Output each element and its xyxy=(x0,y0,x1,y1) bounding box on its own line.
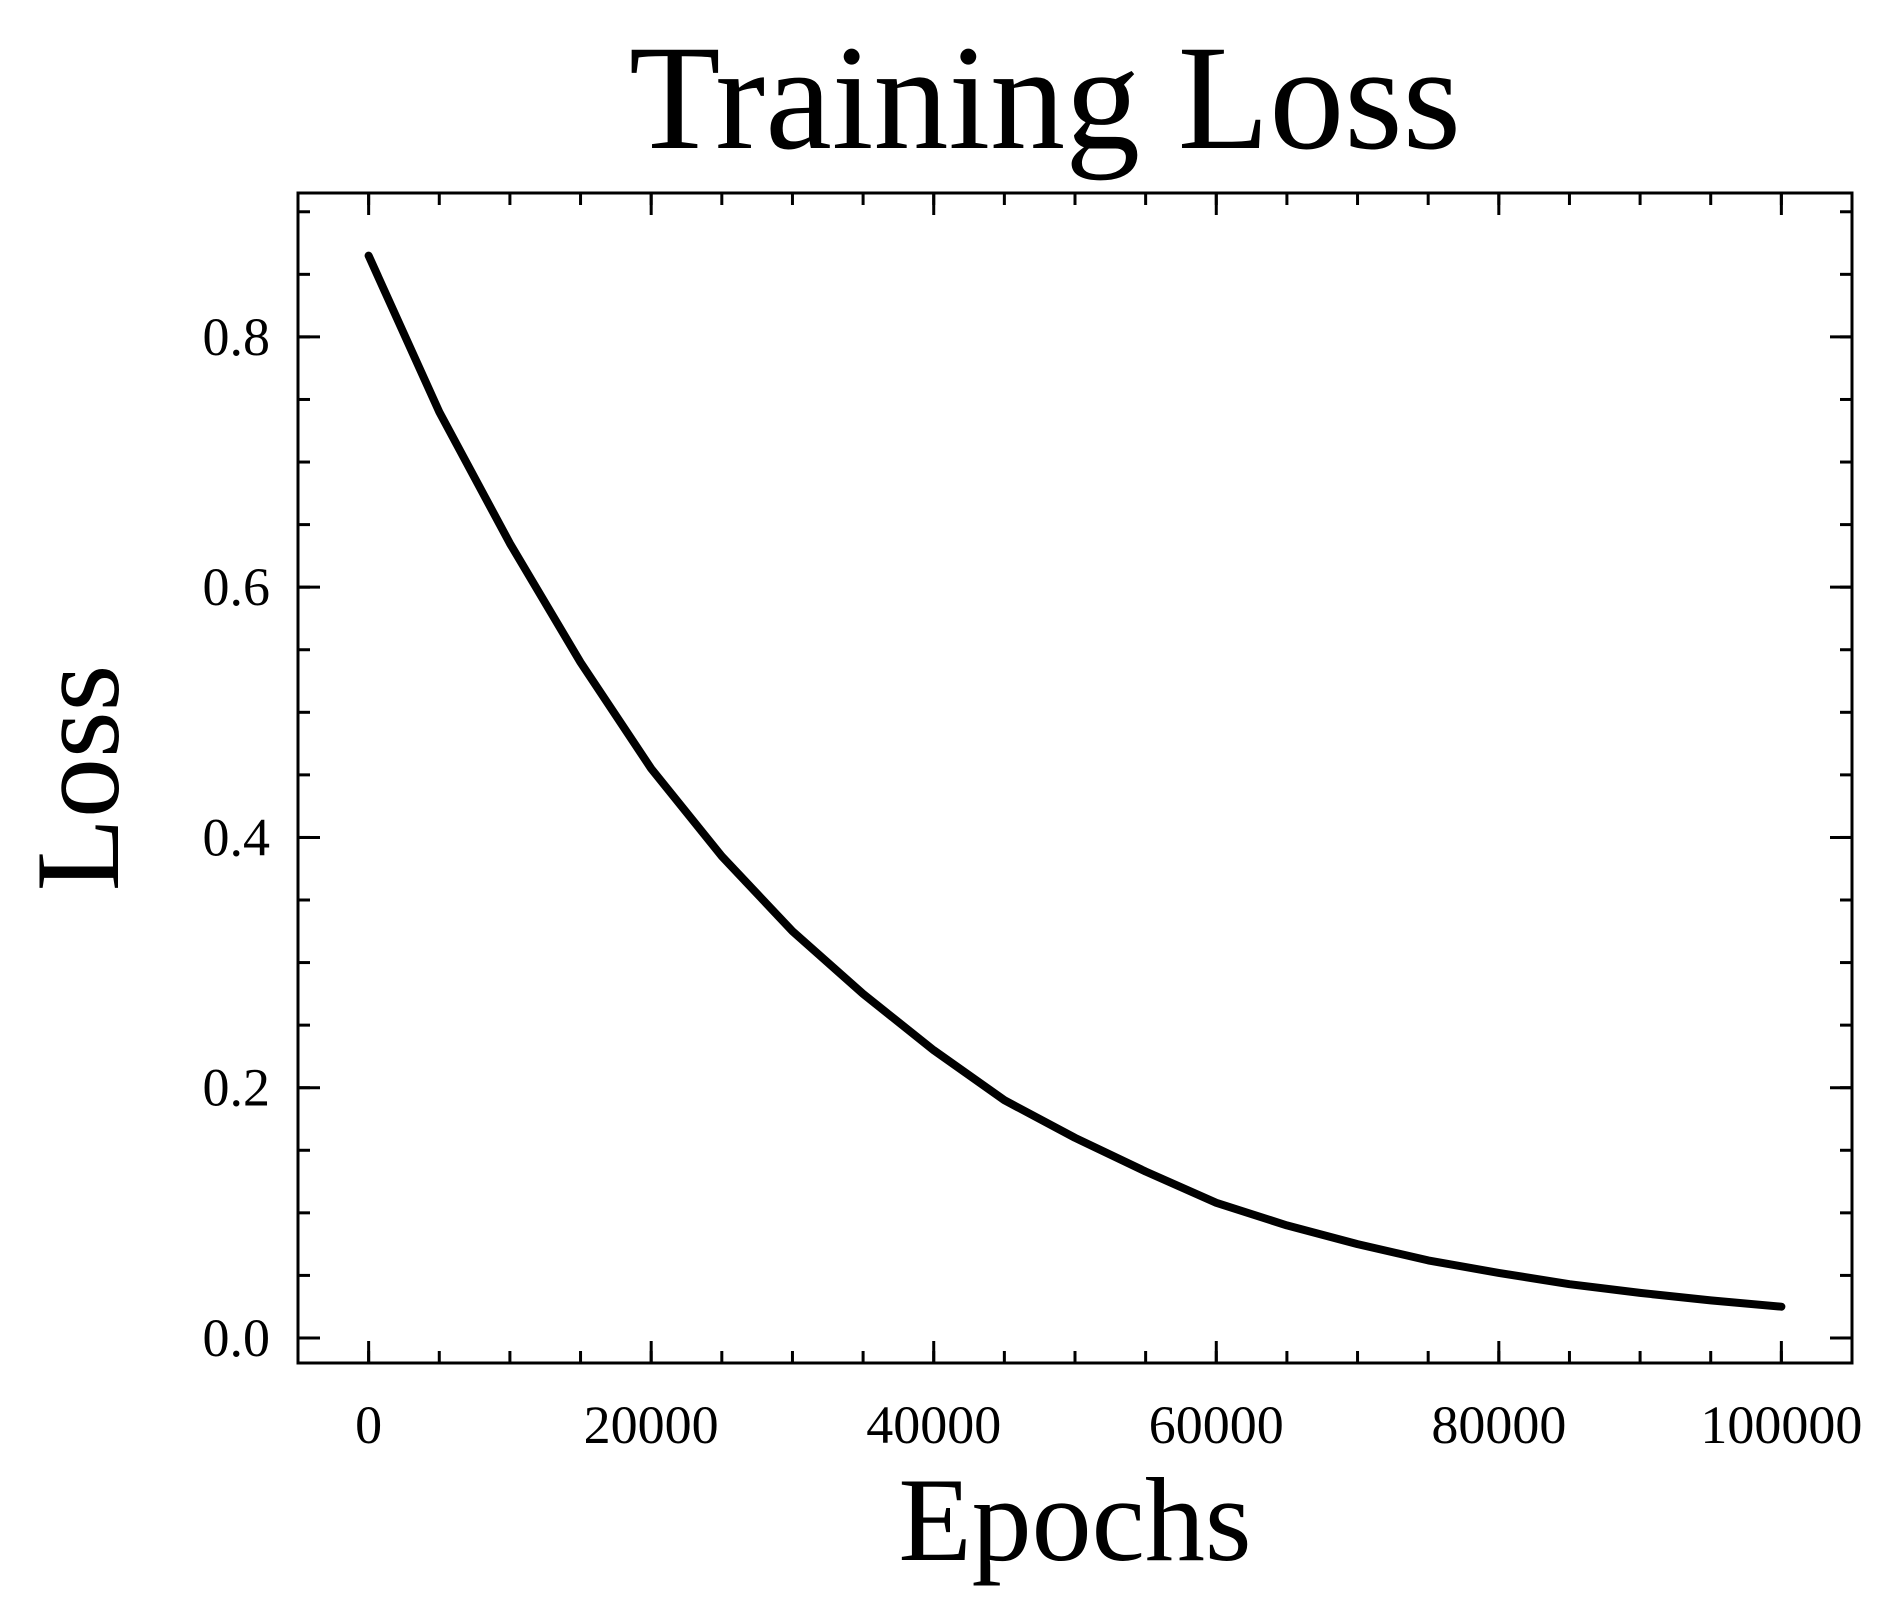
x-axis-label: Epochs xyxy=(898,1453,1251,1586)
y-tick-label: 0.8 xyxy=(203,307,271,367)
x-tick-label: 100000 xyxy=(1700,1395,1862,1455)
y-tick-label: 0.2 xyxy=(203,1058,271,1118)
y-tick-label: 0.0 xyxy=(203,1308,271,1368)
series-line-loss xyxy=(364,251,1786,1311)
x-tick-label: 80000 xyxy=(1431,1395,1566,1455)
y-axis-label: Loss xyxy=(11,665,144,892)
x-tick-label: 60000 xyxy=(1149,1395,1284,1455)
x-tick-label: 40000 xyxy=(866,1395,1001,1455)
x-axis-ticks: 0 20000 40000 60000 80000 100000 xyxy=(355,193,1862,1455)
x-tick-label: 20000 xyxy=(584,1395,719,1455)
x-tick-label: 0 xyxy=(355,1395,382,1455)
plot-area-frame xyxy=(296,191,1854,1365)
y-axis-ticks: 0.0 0.2 0.4 0.6 0.8 xyxy=(203,210,1852,1368)
y-tick-label: 0.4 xyxy=(203,807,271,867)
chart-title: Training Loss xyxy=(629,15,1461,181)
y-tick-label: 0.6 xyxy=(203,557,271,617)
